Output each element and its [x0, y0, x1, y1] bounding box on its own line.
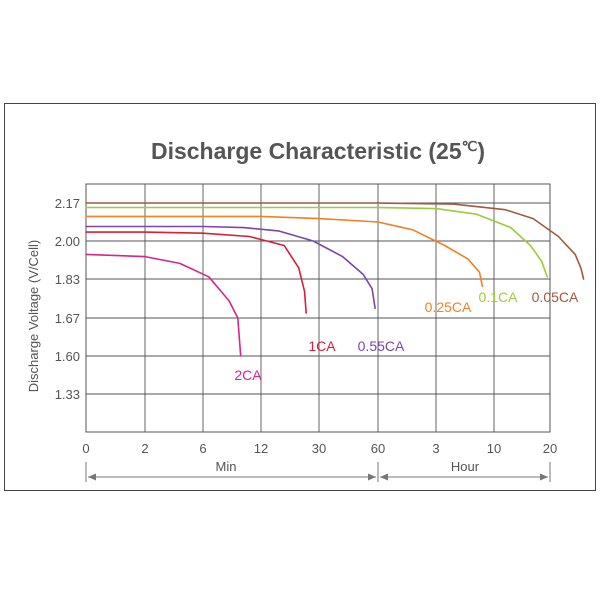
series-label: 1CA	[308, 338, 336, 354]
chart-title: Discharge Characteristic (25℃)	[151, 138, 485, 164]
series-labels: 2CA 1CA 0.55CA 0.25CA 0.1CA 0.05CA	[234, 289, 579, 383]
chart-frame	[4, 103, 596, 491]
section-label: Hour	[451, 459, 480, 474]
y-tick-label: 1.67	[55, 311, 80, 326]
series-line	[85, 202, 585, 280]
x-tick-label: 6	[199, 441, 206, 456]
x-tick-label: 10	[487, 441, 501, 456]
series-line	[85, 225, 376, 310]
y-tick-label: 2.00	[55, 234, 80, 249]
x-axis-sections: Min Hour	[85, 459, 551, 482]
arrow-right-icon	[540, 473, 548, 481]
y-tick-label: 1.33	[55, 387, 80, 402]
x-tick-label: 20	[543, 441, 557, 456]
series-label: 2CA	[234, 367, 262, 383]
series-line	[85, 253, 242, 357]
series-label: 0.1CA	[479, 289, 519, 305]
section-label: Min	[216, 459, 237, 474]
x-tick-label: 0	[82, 441, 89, 456]
y-tick-label: 1.60	[55, 349, 80, 364]
y-tick-label: 1.83	[55, 272, 80, 287]
series-lines	[85, 202, 585, 357]
arrow-left-icon	[88, 473, 96, 481]
arrow-right-icon	[368, 473, 376, 481]
series-label: 0.25CA	[425, 299, 472, 315]
y-tick-labels: 2.17 2.00 1.83 1.67 1.60 1.33	[55, 196, 80, 402]
plot-area	[85, 183, 551, 433]
series-label: 0.55CA	[358, 338, 405, 354]
x-tick-labels: 0 2 6 12 30 60 3 10 20	[82, 441, 557, 456]
x-tick-label: 60	[371, 441, 385, 456]
arrow-left-icon	[380, 473, 388, 481]
x-tick-label: 30	[312, 441, 326, 456]
grid-lines	[86, 184, 550, 432]
series-label: 0.05CA	[532, 289, 579, 305]
y-axis-label: Discharge Voltage (V/Cell)	[26, 240, 41, 392]
x-tick-label: 12	[254, 441, 268, 456]
x-tick-label: 2	[141, 441, 148, 456]
series-line	[85, 231, 307, 314]
series-line	[85, 206, 548, 278]
x-tick-label: 3	[432, 441, 439, 456]
series-line	[85, 215, 484, 288]
y-tick-label: 2.17	[55, 196, 80, 211]
